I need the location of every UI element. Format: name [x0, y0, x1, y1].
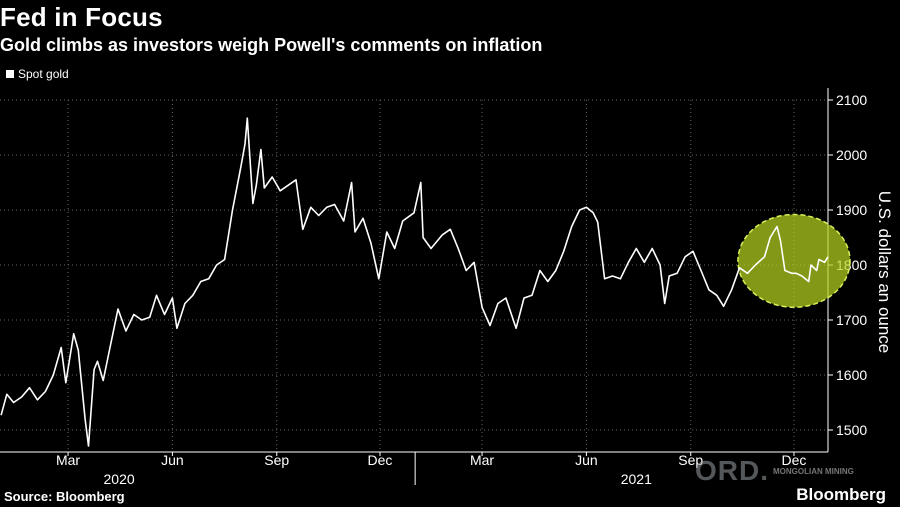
x-tick-label-dec-3: Dec	[368, 452, 393, 468]
x-tick-label-dec-7: Dec	[782, 452, 807, 468]
legend-label-spot-gold: Spot gold	[18, 67, 69, 81]
x-tick-label-jun-5: Jun	[575, 452, 598, 468]
x-tick-label-sep-2: Sep	[264, 452, 289, 468]
chart-title: Fed in Focus	[0, 2, 163, 32]
bloomberg-logo: Bloomberg	[796, 485, 886, 504]
watermark: ORD. MONGOLIAN MINING	[695, 455, 854, 487]
y-axis-label: U.S. dollars an ounce	[875, 190, 894, 354]
y-tick-label-2100: 2100	[836, 92, 867, 108]
y-tick-label-1600: 1600	[836, 367, 867, 383]
highlight-ellipse	[737, 213, 851, 308]
watermark-logo: ORD.	[695, 455, 769, 486]
y-tick-label-1700: 1700	[836, 312, 867, 328]
x-tick-label-jun-1: Jun	[161, 452, 184, 468]
watermark-text: MONGOLIAN MINING	[773, 466, 854, 476]
legend-swatch	[6, 70, 14, 78]
y-tick-label-1500: 1500	[836, 422, 867, 438]
x-tick-label-mar-0: Mar	[56, 452, 80, 468]
y-tick-label-1900: 1900	[836, 202, 867, 218]
y-tick-label-2000: 2000	[836, 147, 867, 163]
series-line-spot-gold	[0, 117, 829, 447]
x-tick-label-sep-6: Sep	[678, 452, 703, 468]
chart-subtitle: Gold climbs as investors weigh Powell's …	[0, 35, 543, 55]
year-label-2021: 2021	[621, 471, 652, 487]
year-label-2020: 2020	[104, 471, 135, 487]
x-tick-label-mar-4: Mar	[470, 452, 494, 468]
legend: Spot gold	[6, 67, 69, 81]
source-note: Source: Bloomberg	[4, 489, 125, 504]
